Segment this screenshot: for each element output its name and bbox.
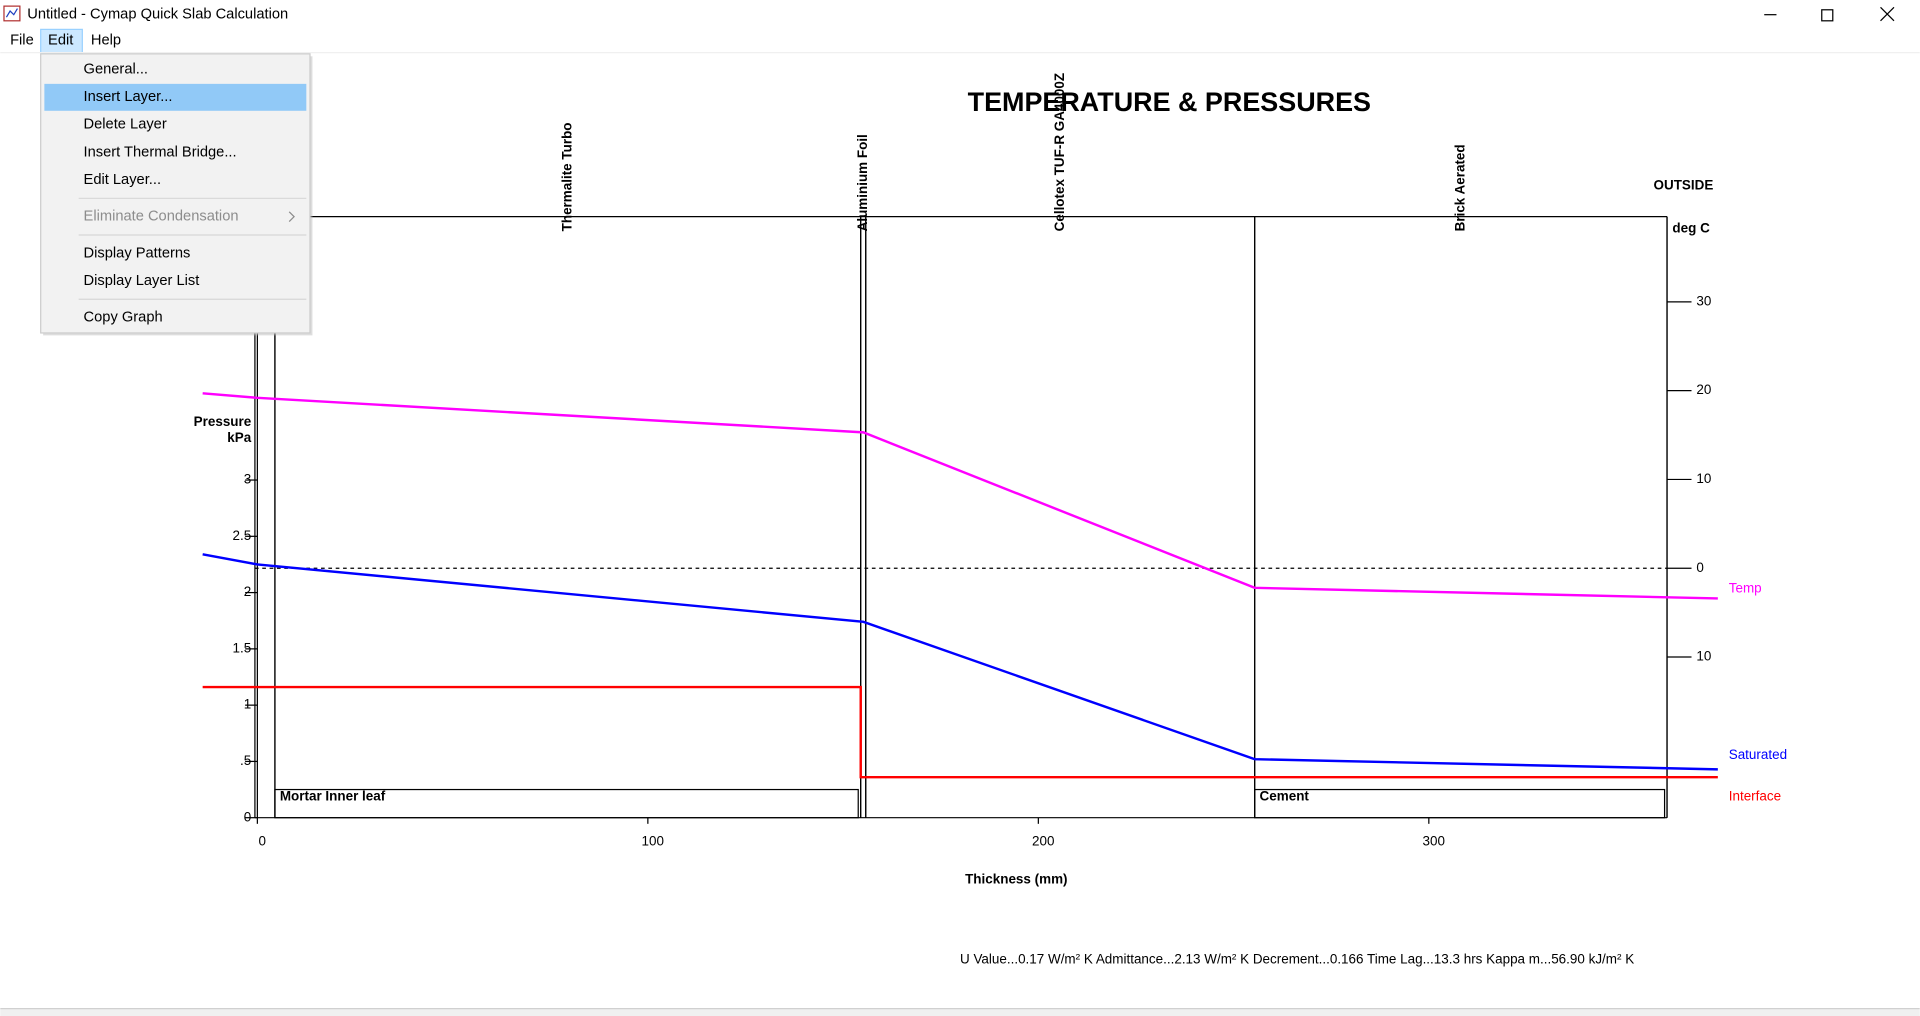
menu-item[interactable]: File xyxy=(10,32,34,48)
menu-item[interactable]: Help xyxy=(91,32,121,48)
x-tick-label: 200 xyxy=(1032,834,1054,849)
y-tick-label: 2.5 xyxy=(233,528,252,543)
x-tick-label: 300 xyxy=(1422,834,1444,849)
y2-tick-label: 10 xyxy=(1696,471,1711,486)
y-tick-label: 2 xyxy=(244,584,251,599)
series-line xyxy=(202,553,1718,771)
menu-item[interactable]: Copy Graph xyxy=(84,310,163,326)
menu-item-highlight xyxy=(44,83,307,111)
menu-item[interactable]: Edit Layer... xyxy=(84,172,161,188)
outside-label: OUTSIDE xyxy=(1654,178,1714,193)
layer-bottom-name: Cement xyxy=(1260,788,1310,803)
y-tick-label: 0 xyxy=(244,809,251,824)
menu-item[interactable]: Insert Layer... xyxy=(84,89,173,105)
layer-bottom-box xyxy=(274,788,859,819)
layer-bottom-name: Mortar Inner leaf xyxy=(280,788,386,803)
series-line xyxy=(202,685,1718,779)
x-tick-label: 100 xyxy=(642,834,664,849)
x-tick-label: 0 xyxy=(259,834,266,849)
layer-bottom-box xyxy=(1254,788,1666,819)
legend-label: Interface xyxy=(1729,788,1781,803)
layer-name: Aluminium Foil xyxy=(855,134,870,231)
series-line xyxy=(202,392,1718,600)
menu-item[interactable]: General... xyxy=(84,62,148,78)
layer-name: Brick Aerated xyxy=(1452,144,1467,231)
y-tick-label: .5 xyxy=(240,753,251,768)
y-axis-label: kPa xyxy=(227,430,251,445)
close-button[interactable] xyxy=(1880,6,1895,22)
restore-button[interactable] xyxy=(1821,9,1834,22)
menu-item: Eliminate Condensation xyxy=(84,209,239,225)
chart-title: TEMPERATURE & PRESSURES xyxy=(968,87,1371,117)
y2-tick-label: 0 xyxy=(1696,560,1703,575)
y2-tick-label: 20 xyxy=(1696,382,1711,397)
submenu-arrow xyxy=(288,211,295,222)
edit-menu: General... Insert Layer... Delete Layer Ins… xyxy=(40,53,313,336)
y-axis-label: Pressure xyxy=(194,414,252,429)
y2-axis-label: deg C xyxy=(1672,220,1710,235)
layer-name: Cellotex TUF-R GA4000Z xyxy=(1052,73,1067,231)
app-icon-graph xyxy=(5,8,18,18)
legend-label: Temp xyxy=(1729,580,1762,595)
y-tick-label: 1 xyxy=(244,697,251,712)
menu-item[interactable]: Edit xyxy=(48,32,73,48)
summary-text: U Value...0.17 W/m² K Admittance...2.13 … xyxy=(960,951,1634,966)
menu-item[interactable]: Display Layer List xyxy=(84,273,200,289)
menu-item[interactable]: Insert Thermal Bridge... xyxy=(84,144,237,160)
y2-tick-label: 30 xyxy=(1696,293,1711,308)
status-bar xyxy=(0,1008,1920,1016)
y-tick-label: 3 xyxy=(244,472,251,487)
y-tick-label: 1.5 xyxy=(233,640,252,655)
legend-label: Saturated xyxy=(1729,747,1787,762)
layer-name: Thermalite Turbo xyxy=(559,122,574,231)
menu-item[interactable]: Delete Layer xyxy=(84,117,167,133)
window-title: Untitled - Cymap Quick Slab Calculation xyxy=(27,7,288,23)
title-bar: Untitled - Cymap Quick Slab Calculation xyxy=(3,5,1895,23)
menu-item[interactable]: Display Patterns xyxy=(84,245,191,261)
x-axis-label: Thickness (mm) xyxy=(965,872,1067,887)
y2-tick-label: 10 xyxy=(1696,649,1711,664)
